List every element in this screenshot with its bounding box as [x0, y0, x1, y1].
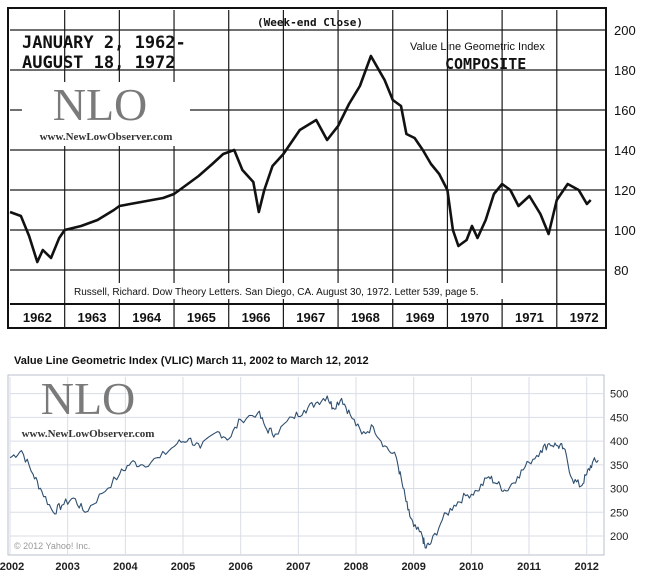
top-x-tick-label: 1967 — [296, 310, 325, 325]
top-x-tick-labels: 1962 1963 1964 1965 1966 1967 1968 1969 1970 1971… — [23, 310, 599, 325]
bottom-y-tick-label: 250 — [610, 507, 628, 519]
top-x-tick-label: 1966 — [242, 310, 271, 325]
top-y-tick-label: 100 — [614, 223, 636, 238]
bottom-watermark: NLO www.NewLowObserver.com — [22, 373, 155, 440]
top-watermark: NLO www.NewLowObserver.com — [22, 79, 190, 146]
top-y-tick-label: 140 — [614, 143, 636, 158]
top-series-label: COMPOSITE — [445, 55, 526, 73]
bottom-watermark-logo: NLO — [41, 373, 136, 424]
bottom-x-tick-label: 2012 — [574, 561, 598, 573]
bottom-y-tick-labels: 200 250 300 350 400 450 500 — [610, 389, 628, 543]
top-x-tick-label: 1962 — [23, 310, 52, 325]
top-y-tick-labels: 80 100 120 140 160 180 200 — [614, 23, 636, 278]
bottom-credit: © 2012 Yahoo! Inc. — [14, 541, 90, 551]
top-y-tick-label: 160 — [614, 103, 636, 118]
bottom-y-tick-label: 400 — [610, 436, 628, 448]
bottom-chart: Value Line Geometric Index (VLIC) March … — [0, 355, 628, 573]
bottom-y-tick-label: 200 — [610, 531, 628, 543]
top-chart-frame — [7, 7, 607, 329]
top-series-line — [9, 54, 592, 264]
top-x-tick-label: 1965 — [187, 310, 216, 325]
top-grid — [10, 10, 606, 328]
bottom-y-tick-label: 450 — [610, 412, 628, 424]
top-x-tick-label: 1969 — [406, 310, 435, 325]
bottom-x-tick-label: 2004 — [113, 561, 138, 573]
top-y-tick-label: 200 — [614, 23, 636, 38]
top-chart-title: Value Line Geometric Index — [410, 41, 545, 53]
bottom-chart-title: Value Line Geometric Index (VLIC) March … — [14, 355, 369, 367]
top-subtitle: (Week-end Close) — [257, 16, 363, 29]
top-x-tick-label: 1963 — [78, 310, 107, 325]
top-y-tick-label: 180 — [614, 63, 636, 78]
top-x-tick-label: 1964 — [132, 310, 162, 325]
bottom-y-tick-label: 300 — [610, 484, 628, 496]
bottom-x-tick-label: 2011 — [517, 561, 541, 573]
bottom-x-tick-labels: 2002 2003 2004 2005 2006 2007 2008 2009 2010 2011… — [0, 561, 599, 573]
top-x-tick-label: 1971 — [515, 310, 544, 325]
top-x-tick-label: 1970 — [460, 310, 489, 325]
top-x-tick-label: 1972 — [570, 310, 599, 325]
top-handwritten-title-line-2: AUGUST 18, 1972 — [22, 53, 176, 73]
bottom-y-tick-label: 500 — [610, 389, 628, 401]
bottom-x-tick-label: 2010 — [459, 561, 483, 573]
top-watermark-backdrop — [22, 82, 190, 146]
bottom-y-tick-label: 350 — [610, 460, 628, 472]
top-watermark-logo: NLO — [53, 79, 148, 130]
bottom-x-tick-label: 2009 — [401, 561, 425, 573]
top-watermark-url: www.NewLowObserver.com — [40, 131, 173, 143]
bottom-x-tick-label: 2006 — [228, 561, 252, 573]
bottom-grid — [9, 377, 604, 555]
top-citation: Russell, Richard. Dow Theory Letters. Sa… — [74, 287, 479, 298]
top-citation-backdrop — [72, 283, 556, 299]
bottom-x-tick-label: 2002 — [0, 561, 24, 573]
top-handwritten-title-line-1: JANUARY 2, 1962- — [22, 33, 186, 53]
bottom-x-tick-label: 2005 — [171, 561, 195, 573]
top-x-tick-label: 1968 — [351, 310, 380, 325]
top-y-tick-label: 120 — [614, 183, 636, 198]
top-y-tick-label: 80 — [614, 263, 628, 278]
bottom-x-tick-label: 2003 — [55, 561, 79, 573]
bottom-x-tick-label: 2007 — [286, 561, 310, 573]
bottom-x-tick-label: 2008 — [344, 561, 368, 573]
bottom-watermark-url: www.NewLowObserver.com — [22, 428, 155, 440]
bottom-series-line — [9, 395, 599, 549]
